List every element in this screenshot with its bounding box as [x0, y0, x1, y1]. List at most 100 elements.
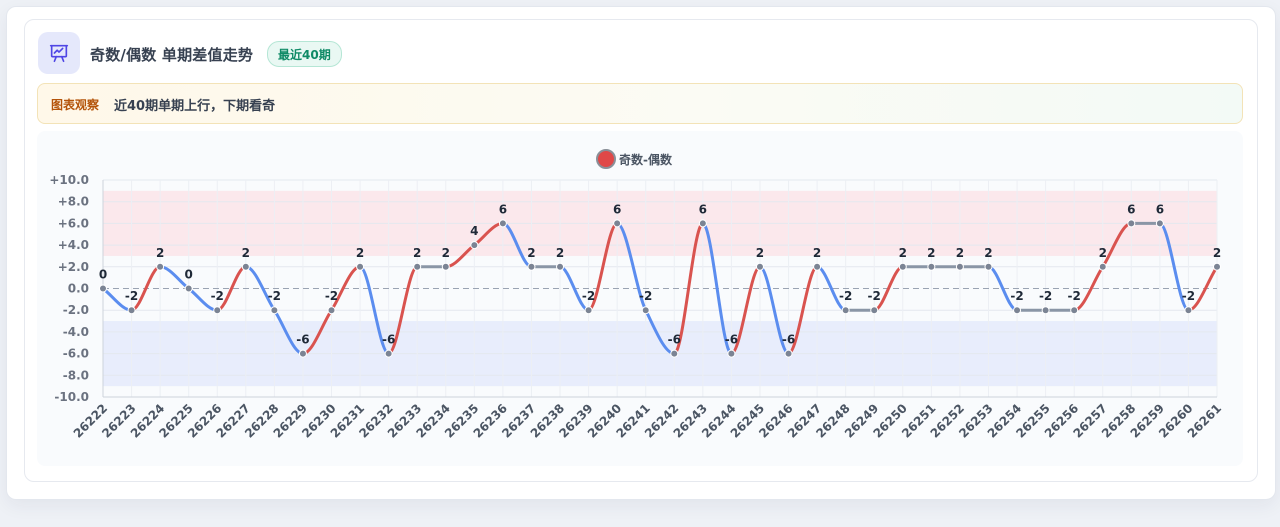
data-point [470, 241, 479, 250]
observation-banner: 图表观察 近40期单期上行，下期看奇 [37, 83, 1243, 124]
data-point [613, 219, 622, 228]
data-point [498, 219, 507, 228]
y-tick-label: -10.0 [54, 390, 89, 404]
series-line-segment [358, 265, 391, 356]
series-line-segment [1158, 221, 1190, 312]
data-point [1155, 219, 1164, 228]
y-tick-label: +4.0 [58, 238, 89, 252]
data-label: -6 [382, 333, 395, 347]
y-tick-label: -6.0 [63, 347, 89, 361]
data-point [1070, 306, 1079, 315]
series-line-segment [587, 221, 619, 312]
data-label: 6 [699, 202, 707, 216]
page-title: 奇数/偶数 单期差值走势 [90, 46, 254, 64]
data-point [984, 262, 993, 271]
data-point [1098, 262, 1107, 271]
series-line-segment [701, 221, 733, 356]
observation-tag: 图表观察 [51, 98, 100, 112]
observation-text: 近40期单期上行，下期看奇 [114, 99, 276, 114]
data-point [184, 284, 193, 293]
data-label: 2 [442, 246, 450, 260]
data-label: -6 [725, 333, 738, 347]
data-point [356, 262, 365, 271]
series-line-segment [729, 265, 762, 356]
data-label: 6 [613, 202, 621, 216]
data-point [841, 306, 850, 315]
data-label: 2 [556, 246, 564, 260]
y-tick-label: +6.0 [58, 216, 89, 230]
data-point [527, 262, 536, 271]
data-point [784, 349, 793, 358]
data-label: -2 [582, 289, 595, 303]
data-label: -2 [868, 289, 881, 303]
data-label: -6 [782, 333, 795, 347]
y-tick-label: +8.0 [58, 195, 89, 209]
data-point [298, 349, 307, 358]
data-label: 6 [1156, 202, 1164, 216]
chart-legend[interactable]: 奇数-偶数 [596, 147, 672, 171]
data-point [1127, 219, 1136, 228]
data-point [413, 262, 422, 271]
data-point [127, 306, 136, 315]
data-label: -2 [1068, 289, 1081, 303]
y-tick-label: +2.0 [58, 260, 89, 274]
data-label: 2 [756, 246, 764, 260]
y-tick-label: -4.0 [63, 325, 89, 339]
data-point [556, 262, 565, 271]
legend-marker [596, 149, 616, 169]
data-label: -2 [211, 289, 224, 303]
data-label: -2 [1039, 289, 1052, 303]
data-label: 6 [499, 202, 507, 216]
data-label: -6 [296, 333, 309, 347]
data-point [99, 284, 107, 293]
data-label: -2 [839, 289, 852, 303]
data-point [927, 262, 936, 271]
data-point [156, 262, 165, 271]
data-label: -2 [1010, 289, 1023, 303]
data-label: -6 [668, 333, 681, 347]
data-point [813, 262, 822, 271]
data-point [670, 349, 679, 358]
data-label: 2 [527, 246, 535, 260]
data-point [241, 262, 250, 271]
data-point [327, 306, 336, 315]
data-label: -2 [268, 289, 281, 303]
data-point [270, 306, 279, 315]
data-point [384, 349, 393, 358]
data-point [727, 349, 736, 358]
data-point [1213, 262, 1221, 271]
data-point [441, 262, 450, 271]
data-point [898, 262, 907, 271]
data-label: 0 [185, 268, 193, 282]
series-line-segment [758, 265, 791, 356]
data-label: -2 [125, 289, 138, 303]
data-point [870, 306, 879, 315]
data-point [698, 219, 707, 228]
data-point [755, 262, 764, 271]
legend-label: 奇数-偶数 [619, 152, 672, 167]
series-line-segment [672, 221, 705, 356]
series-line-segment [787, 265, 819, 356]
data-point [1013, 306, 1022, 315]
data-point [955, 262, 964, 271]
data-label: 0 [99, 268, 107, 282]
data-label: 2 [956, 246, 964, 260]
data-label: 2 [156, 246, 164, 260]
y-tick-label: -8.0 [63, 368, 89, 382]
data-label: -2 [325, 289, 338, 303]
series-line-segment [387, 265, 419, 356]
presentation-chart-icon [38, 32, 80, 74]
data-label: 2 [984, 246, 992, 260]
data-point [1184, 306, 1193, 315]
data-point [584, 306, 593, 315]
data-point [213, 306, 222, 315]
data-point [641, 306, 650, 315]
data-label: 2 [356, 246, 364, 260]
data-label: -2 [639, 289, 652, 303]
data-label: 2 [413, 246, 421, 260]
y-tick-label: 0.0 [68, 282, 89, 296]
data-label: 2 [927, 246, 935, 260]
period-badge: 最近40期 [267, 41, 342, 67]
data-point [1041, 306, 1050, 315]
